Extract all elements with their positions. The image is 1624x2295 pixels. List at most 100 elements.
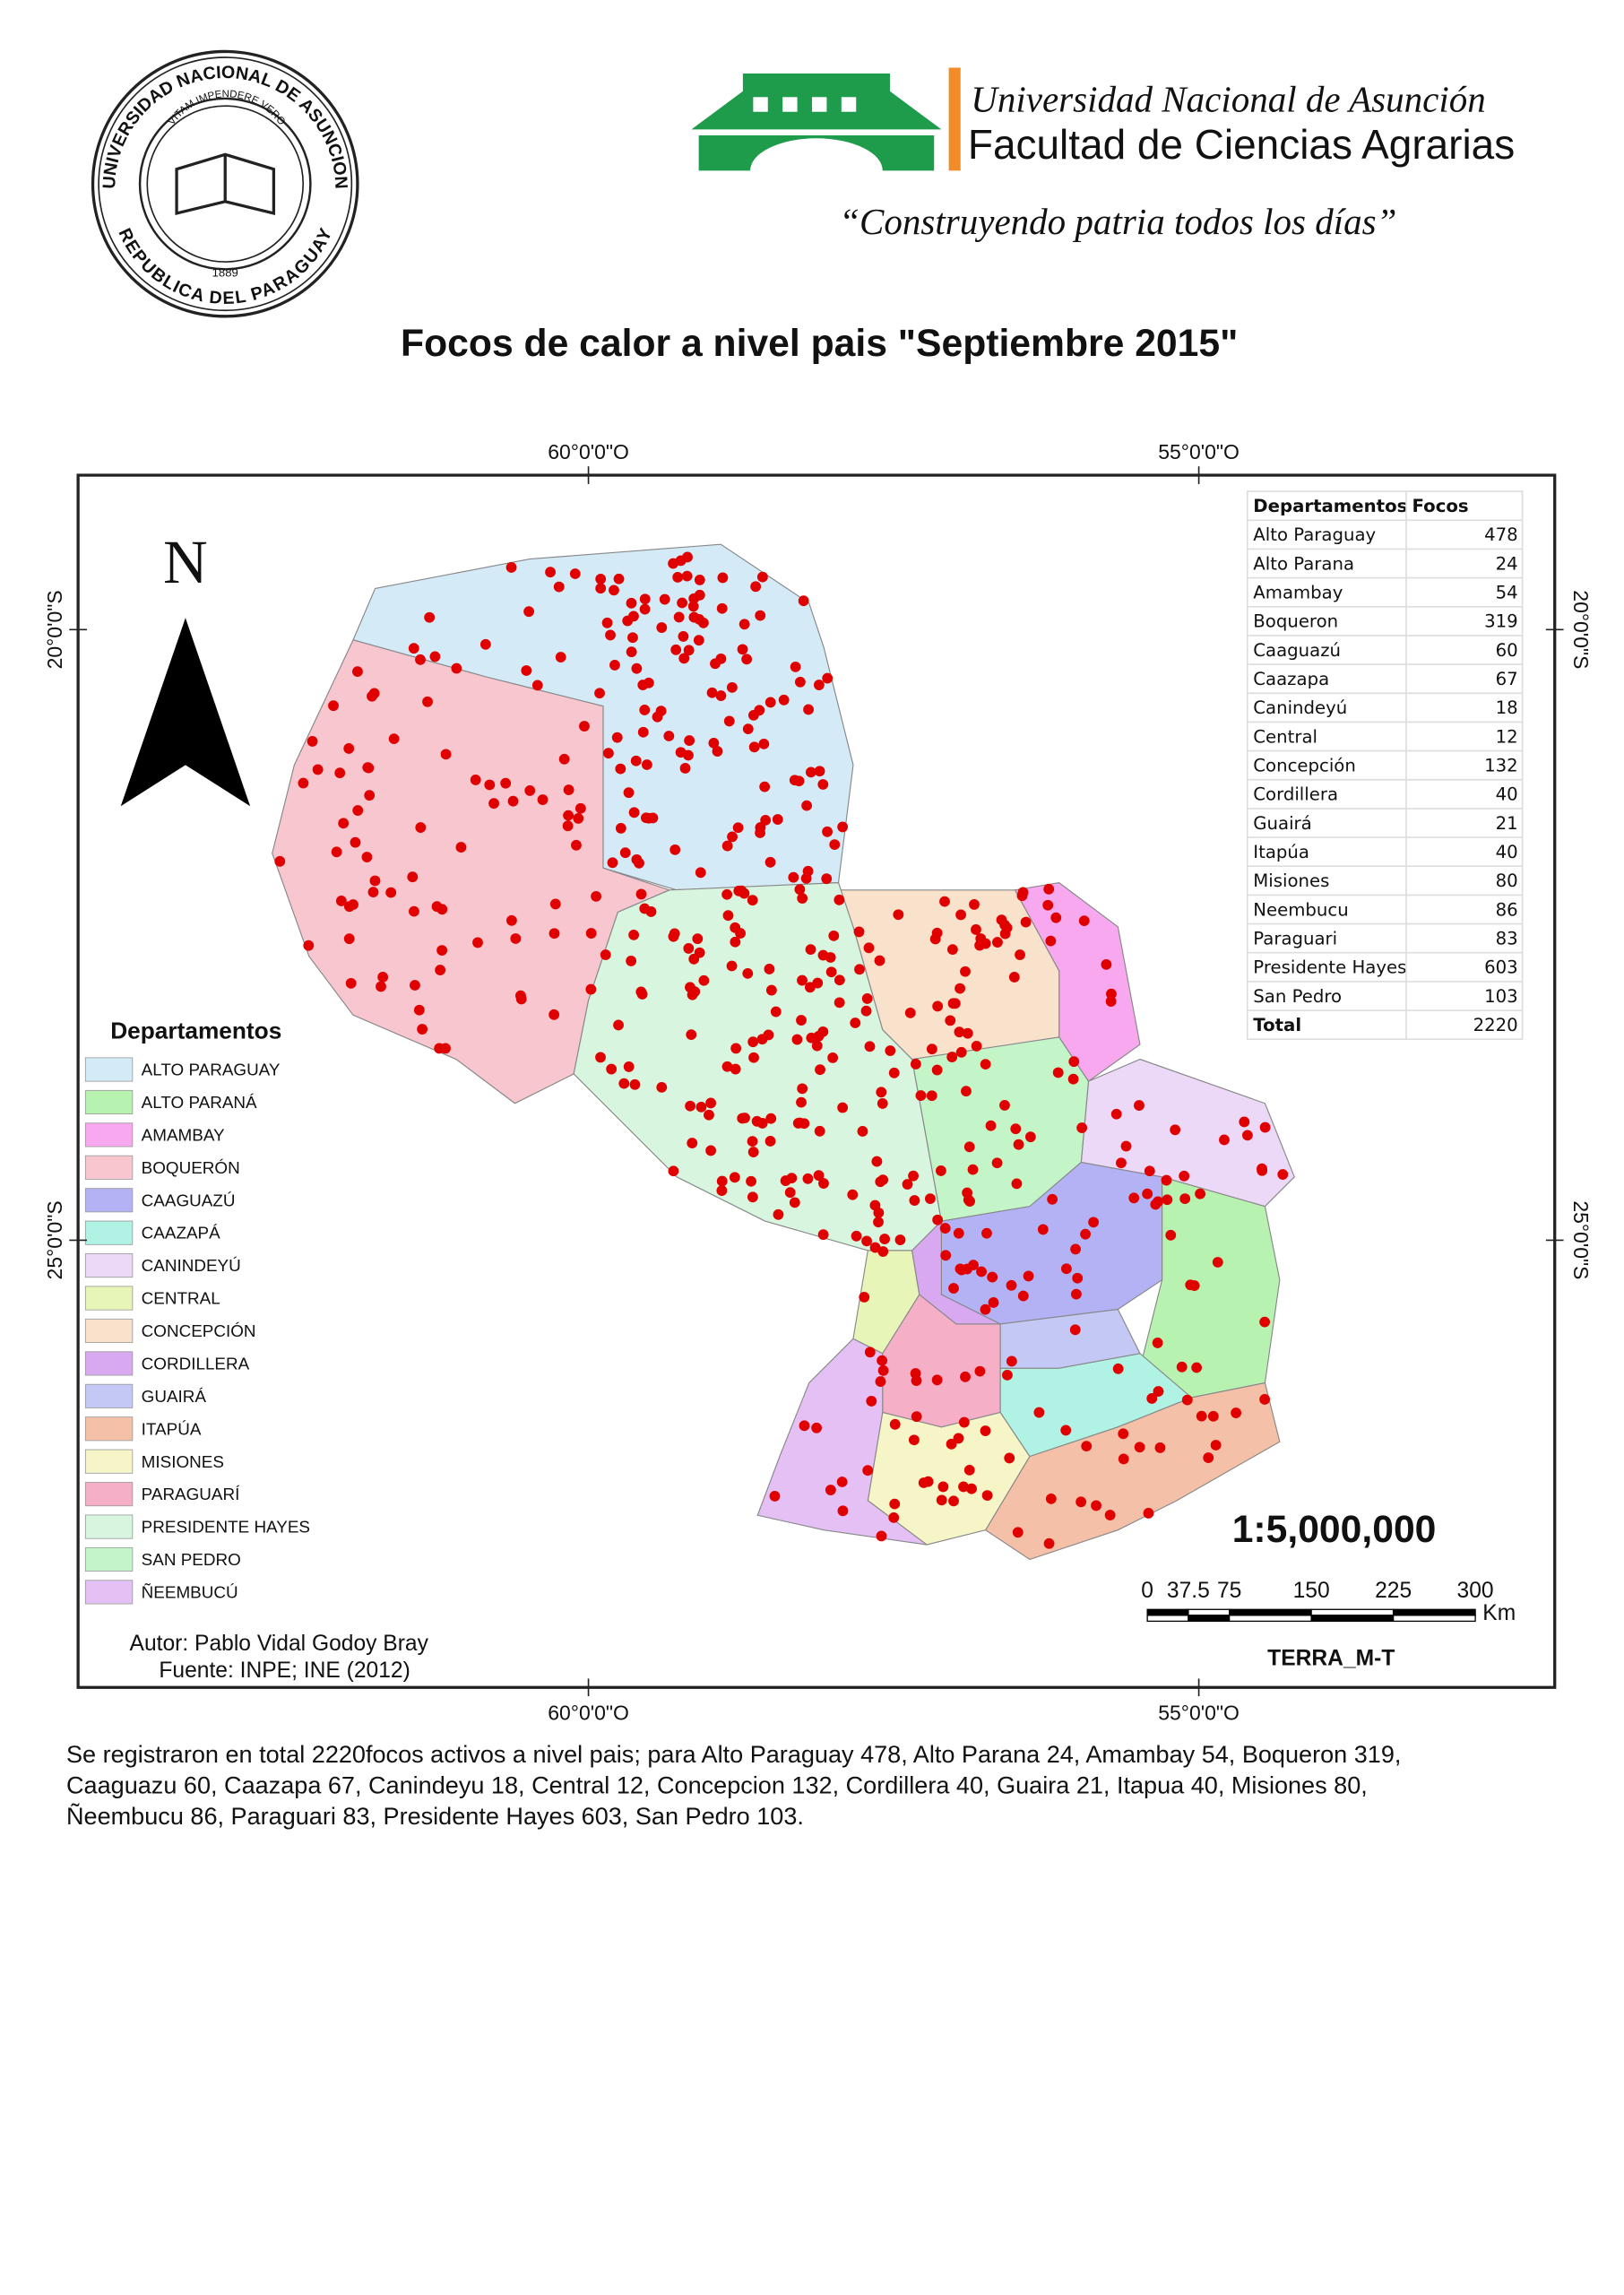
hotspot (573, 812, 584, 824)
hotspot (685, 1100, 696, 1112)
university-name: Universidad Nacional de Asunción (971, 79, 1486, 120)
hotspot (730, 922, 741, 933)
hotspot (772, 814, 783, 825)
legend-label: PARAGUARÍ (142, 1485, 240, 1503)
hotspot (825, 952, 836, 963)
hotspot (764, 697, 776, 708)
hotspot (415, 654, 426, 665)
summary-line: Se registraron en total 2220focos activo… (66, 1740, 1401, 1768)
legend-swatch (84, 1546, 134, 1572)
hotspot (988, 1297, 999, 1308)
hotspot (732, 822, 744, 834)
hotspot (963, 1464, 975, 1476)
hotspot (948, 1495, 959, 1507)
hotspot (747, 1036, 759, 1048)
scale-segment (1146, 1615, 1189, 1623)
hotspot (834, 974, 845, 986)
hotspot (877, 1364, 889, 1376)
hotspot (607, 857, 618, 869)
hotspot (679, 763, 691, 774)
hotspot (789, 775, 800, 786)
hotspot (1076, 1122, 1088, 1133)
hotspot (338, 818, 350, 829)
hotspot (797, 974, 808, 986)
hotspot (705, 1145, 717, 1156)
hotspot (822, 826, 833, 837)
hotspot (747, 1136, 758, 1148)
legend-label: MISIONES (142, 1452, 224, 1471)
hotspot (595, 1052, 606, 1063)
hotspot (693, 635, 704, 646)
hotspot (1162, 1194, 1173, 1206)
hotspot (524, 784, 536, 796)
hotspot (765, 1113, 777, 1124)
hotspot (523, 606, 535, 618)
hotspot (619, 847, 631, 859)
hotspot (595, 574, 607, 585)
hotspot (739, 1113, 750, 1123)
hotspot (376, 981, 386, 992)
hotspot (985, 1120, 997, 1131)
hotspot (1070, 1288, 1082, 1300)
hotspot (639, 705, 651, 715)
hotspot (1024, 1131, 1036, 1143)
hotspot (821, 873, 833, 885)
hotspot (1118, 1428, 1129, 1440)
table-cell: 21 (1496, 813, 1518, 834)
hotspot (940, 1250, 952, 1261)
hotspot (695, 867, 706, 879)
hotspot (601, 617, 613, 628)
hotspot (678, 653, 690, 664)
north-arrow (120, 618, 251, 807)
hotspot (605, 629, 616, 641)
hotspot (877, 1246, 889, 1257)
hotspot (555, 652, 566, 663)
hotspot (730, 1043, 742, 1054)
hotspot (668, 1165, 679, 1177)
hotspot (683, 749, 694, 761)
hotspot (857, 1126, 868, 1137)
table-cell: 54 (1496, 583, 1518, 603)
hotspot (909, 1195, 920, 1206)
hotspot (889, 1498, 901, 1510)
legend-label: AMAMBAY (142, 1125, 225, 1144)
hotspot (953, 1433, 964, 1444)
table-cell: San Pedro (1253, 986, 1342, 1007)
hotspot (1010, 1123, 1022, 1135)
hotspot (817, 1229, 829, 1241)
hotspot (343, 933, 355, 945)
hotspot (1257, 1163, 1267, 1174)
hotspot (615, 822, 626, 834)
legend-swatch (84, 1383, 134, 1408)
hotspot (853, 926, 865, 938)
hotspot (1047, 1193, 1058, 1205)
hotspot (877, 1355, 888, 1366)
hotspot (563, 784, 574, 795)
hotspot (1017, 1290, 1029, 1302)
hotspot (274, 855, 286, 867)
hotspot (694, 947, 705, 958)
hotspot (862, 1465, 874, 1477)
hotspot (611, 732, 623, 743)
hotspot (706, 687, 718, 698)
hotspot (968, 1260, 979, 1271)
hotspot (515, 990, 526, 1001)
hotspot (629, 1078, 641, 1090)
hotspot (946, 944, 958, 956)
table-cell: 132 (1484, 756, 1518, 776)
hotspot (864, 1041, 876, 1052)
hotspot (549, 1009, 560, 1020)
hotspot (937, 1481, 949, 1493)
table-cell: Caazapa (1253, 669, 1329, 689)
hotspot (797, 1083, 808, 1095)
hotspot (1134, 1442, 1145, 1453)
hotspot (922, 1476, 934, 1487)
hotspot (1195, 1188, 1205, 1199)
hotspot (1128, 1192, 1140, 1204)
imagery: TERRA_M-T (1267, 1647, 1395, 1671)
legend-swatch (84, 1122, 134, 1148)
hotspot (298, 777, 309, 789)
hotspot (1088, 1217, 1100, 1228)
scale-segment (1188, 1615, 1231, 1623)
